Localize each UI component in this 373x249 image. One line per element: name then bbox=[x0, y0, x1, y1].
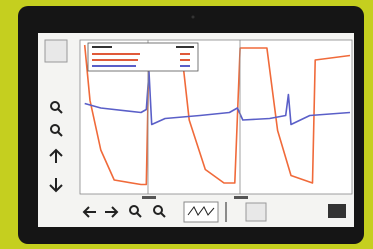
menu-button[interactable] bbox=[45, 40, 67, 62]
cursor-label bbox=[234, 196, 248, 199]
cursor-label bbox=[142, 196, 156, 199]
wave-button[interactable] bbox=[184, 202, 218, 222]
camera bbox=[192, 16, 195, 19]
settings-button[interactable] bbox=[328, 204, 346, 218]
info-button[interactable] bbox=[246, 203, 266, 221]
legend-box bbox=[88, 43, 198, 71]
tablet-screenshot bbox=[0, 0, 373, 249]
